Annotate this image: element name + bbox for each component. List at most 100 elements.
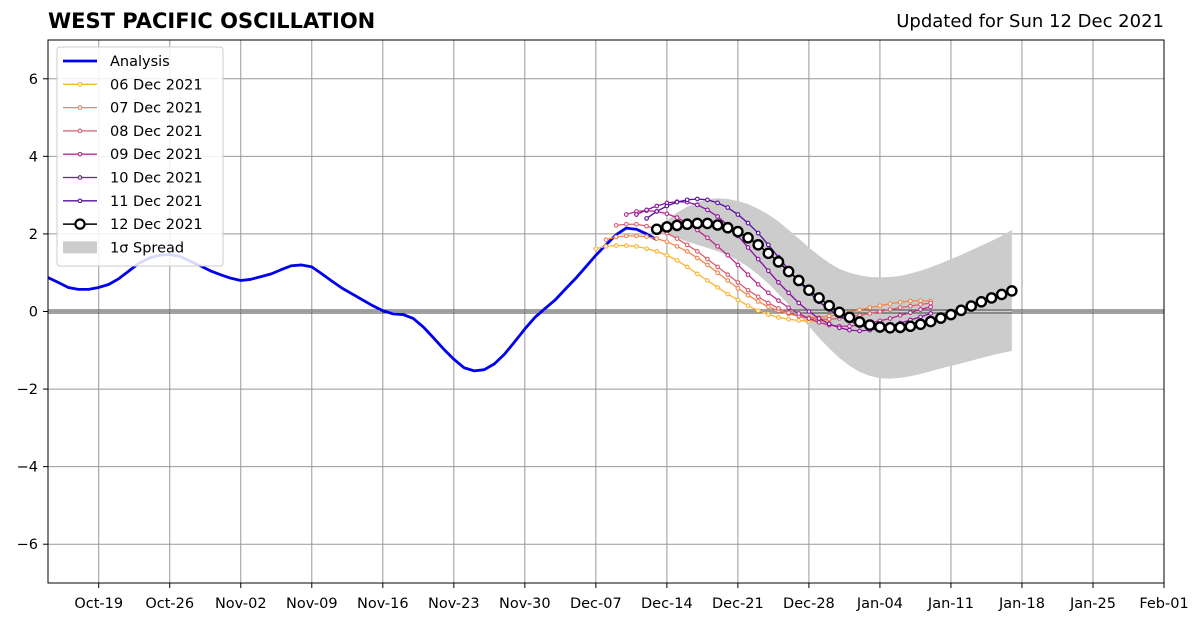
- forecast-point: [694, 271, 700, 277]
- legend-label: 12 Dec 2021: [110, 217, 203, 233]
- legend-handle-marker: [77, 81, 83, 87]
- legend-label: 10 Dec 2021: [110, 171, 203, 187]
- forecast-point: [603, 243, 609, 249]
- x-tick-label: Nov-09: [286, 596, 338, 612]
- forecast-point: [705, 197, 710, 203]
- forecast-point: [634, 243, 639, 249]
- forecast-point: [874, 321, 886, 333]
- forecast-point: [725, 272, 731, 278]
- x-tick-label: Dec-28: [783, 596, 835, 612]
- forecast-point: [765, 290, 771, 296]
- forecast-point: [897, 299, 903, 305]
- legend-handle-marker: [77, 151, 83, 157]
- forecast-point: [711, 219, 724, 231]
- forecast-point: [782, 265, 795, 278]
- forecast-point: [654, 209, 660, 214]
- y-tick-label: −2: [17, 382, 38, 398]
- legend-box: [56, 46, 224, 267]
- forecast-point: [644, 246, 649, 252]
- chart-title: WEST PACIFIC OSCILLATION: [48, 9, 376, 33]
- forecast-point: [935, 312, 947, 324]
- legend-label: 08 Dec 2021: [110, 124, 203, 140]
- forecast-point: [684, 242, 690, 248]
- forecast-point: [735, 212, 741, 217]
- forecast-point: [995, 288, 1008, 301]
- forecast-point: [765, 300, 771, 306]
- forecast-point: [803, 284, 815, 296]
- y-tick-label: 2: [29, 227, 38, 243]
- forecast-point: [613, 223, 619, 228]
- forecast-point: [755, 256, 761, 262]
- forecast-point: [715, 264, 720, 270]
- x-tick-label: Nov-16: [357, 596, 409, 612]
- forecast-point: [674, 199, 680, 205]
- forecast-point: [897, 313, 903, 318]
- forecast-point: [762, 247, 775, 260]
- forecast-point: [674, 257, 680, 263]
- forecast-point: [796, 311, 802, 316]
- forecast-point: [735, 285, 741, 291]
- forecast-point: [725, 252, 731, 258]
- forecast-point: [918, 307, 923, 312]
- spread-band: [656, 198, 1012, 379]
- forecast-point: [887, 307, 893, 312]
- forecast-point: [684, 264, 690, 270]
- forecast-point: [664, 203, 670, 209]
- forecast-point: [623, 221, 629, 227]
- forecast-point: [1006, 285, 1018, 297]
- forecast-point: [681, 218, 693, 231]
- forecast-point: [826, 321, 832, 327]
- forecast-point: [721, 221, 734, 234]
- x-tick-label: Jan-04: [856, 596, 903, 612]
- forecast-point: [816, 316, 822, 321]
- forecast-point: [745, 245, 751, 250]
- forecast-point: [772, 256, 785, 268]
- legend-label: 11 Dec 2021: [110, 194, 203, 210]
- y-tick-label: 0: [29, 305, 38, 321]
- forecast-point: [694, 196, 700, 202]
- forecast-point: [705, 278, 710, 283]
- forecast-point: [694, 202, 700, 208]
- forecast-point: [752, 238, 764, 251]
- forecast-point: [725, 278, 731, 283]
- forecast-point: [644, 207, 649, 213]
- forecast-point: [867, 305, 873, 310]
- forecast-point: [796, 318, 802, 323]
- forecast-point: [918, 298, 923, 303]
- forecast-point: [694, 255, 700, 261]
- forecast-point: [887, 301, 893, 307]
- forecast-point: [857, 328, 862, 334]
- y-tick-label: −4: [17, 460, 38, 476]
- forecast-point: [603, 237, 609, 243]
- legend-label: 09 Dec 2021: [110, 147, 203, 163]
- x-tick-label: Jan-25: [1069, 596, 1116, 612]
- forecast-point: [732, 225, 744, 238]
- forecast-point: [877, 303, 883, 309]
- forecast-point: [908, 303, 913, 309]
- forecast-point: [634, 221, 639, 227]
- forecast-point: [853, 316, 866, 328]
- forecast-point: [776, 306, 781, 311]
- forecast-point: [644, 223, 649, 229]
- y-tick-label: 6: [29, 72, 38, 88]
- forecast-point: [833, 306, 846, 319]
- forecast-point: [664, 252, 670, 258]
- forecast-point: [634, 233, 639, 239]
- forecast-point: [674, 236, 680, 241]
- forecast-point: [755, 299, 761, 304]
- y-tick-label: 4: [29, 149, 38, 165]
- forecast-point: [745, 272, 751, 278]
- y-tick-label: −6: [17, 537, 38, 553]
- forecast-point: [654, 249, 660, 254]
- forecast-point: [593, 246, 599, 252]
- x-tick-label: Nov-30: [499, 596, 551, 612]
- forecast-point: [654, 203, 660, 209]
- forecast-point: [765, 268, 771, 274]
- forecast-point: [894, 321, 907, 334]
- forecast-point: [955, 304, 967, 317]
- forecast-point: [674, 215, 680, 220]
- axes: Oct-19 Oct-26 Nov-02 Nov-09 Nov-16 Nov-23 Nov-…: [17, 39, 1189, 612]
- forecast-point: [654, 236, 660, 241]
- forecast-point: [661, 221, 673, 233]
- forecast-point: [755, 230, 761, 236]
